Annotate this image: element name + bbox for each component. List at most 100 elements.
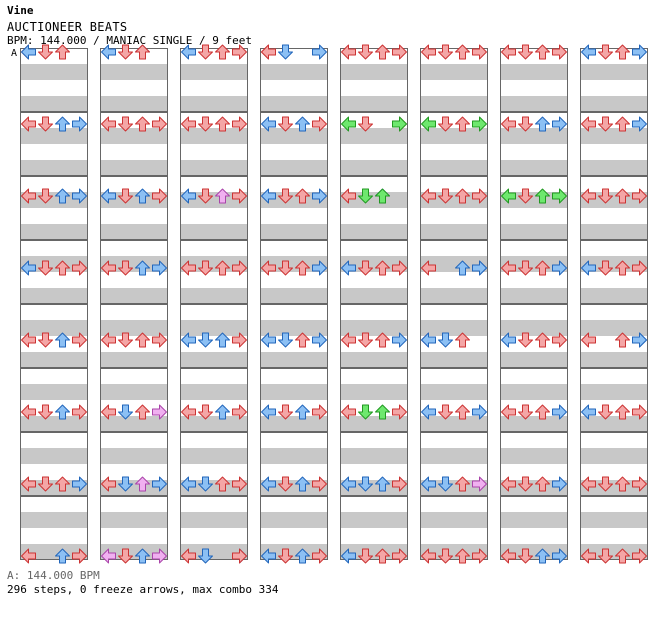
step-arrow-left-icon	[101, 260, 116, 276]
step-arrow-left-icon	[101, 404, 116, 420]
beat-stripe	[580, 160, 648, 176]
beat-stripe	[340, 416, 408, 432]
step-arrow-right-icon	[552, 332, 567, 348]
beat-stripe	[500, 160, 568, 176]
step-arrow-up-icon	[215, 404, 230, 420]
step-arrow-down-icon	[38, 260, 53, 276]
step-arrow-down-icon	[198, 188, 213, 204]
step-arrow-up-icon	[135, 188, 150, 204]
step-arrow-right-icon	[552, 548, 567, 564]
chart-column	[420, 48, 488, 560]
step-arrow-down-icon	[38, 116, 53, 132]
beat-stripe	[180, 256, 248, 272]
step-arrow-up-icon	[615, 476, 630, 492]
step-arrow-up-icon	[135, 44, 150, 60]
step-arrow-left-icon	[261, 44, 276, 60]
step-arrow-left-icon	[101, 476, 116, 492]
beat-stripe	[180, 288, 248, 304]
step-arrow-left-icon	[181, 548, 196, 564]
measure-border	[340, 112, 408, 176]
beat-stripe	[260, 192, 328, 208]
step-arrow-right-icon	[72, 332, 87, 348]
step-arrow-down-icon	[38, 404, 53, 420]
step-arrow-down-icon	[38, 44, 53, 60]
step-arrow-up-icon	[375, 548, 390, 564]
chart-column	[20, 48, 88, 560]
step-arrow-left-icon	[581, 116, 596, 132]
step-arrow-right-icon	[152, 188, 167, 204]
measure-border	[500, 432, 568, 496]
step-arrow-left-icon	[341, 260, 356, 276]
step-arrow-left-icon	[341, 116, 356, 132]
step-arrow-down-icon	[598, 404, 613, 420]
step-arrow-up-icon	[295, 116, 310, 132]
beat-stripe	[340, 352, 408, 368]
measure-border	[420, 496, 488, 560]
measure-border	[100, 368, 168, 432]
beat-stripe	[260, 352, 328, 368]
step-arrow-down-icon	[598, 260, 613, 276]
step-arrow-right-icon	[152, 332, 167, 348]
beat-stripe	[180, 544, 248, 560]
measure-border	[20, 304, 88, 368]
measure-border	[420, 48, 488, 112]
step-arrow-down-icon	[438, 116, 453, 132]
step-arrow-up-icon	[295, 188, 310, 204]
measure-border	[260, 304, 328, 368]
step-arrow-down-icon	[118, 332, 133, 348]
step-arrow-left-icon	[501, 476, 516, 492]
step-arrow-right-icon	[632, 188, 647, 204]
beat-stripe	[500, 288, 568, 304]
step-arrow-right-icon	[392, 476, 407, 492]
step-arrow-up-icon	[535, 116, 550, 132]
step-arrow-down-icon	[198, 332, 213, 348]
step-arrow-up-icon	[55, 548, 70, 564]
step-arrow-right-icon	[72, 404, 87, 420]
step-arrow-left-icon	[101, 116, 116, 132]
measure-border	[180, 48, 248, 112]
step-arrow-right-icon	[632, 476, 647, 492]
beat-stripe	[340, 192, 408, 208]
step-arrow-down-icon	[118, 548, 133, 564]
step-arrow-right-icon	[632, 44, 647, 60]
step-arrow-up-icon	[535, 476, 550, 492]
step-arrow-up-icon	[295, 404, 310, 420]
step-arrow-down-icon	[438, 332, 453, 348]
beat-stripe	[260, 448, 328, 464]
beat-stripe	[180, 160, 248, 176]
step-arrow-right-icon	[552, 188, 567, 204]
chart-column	[260, 48, 328, 560]
beat-stripe	[420, 544, 488, 560]
beat-stripe	[260, 544, 328, 560]
step-arrow-down-icon	[598, 116, 613, 132]
beat-stripe	[340, 384, 408, 400]
measure-border	[260, 112, 328, 176]
measure-border	[20, 176, 88, 240]
step-arrow-left-icon	[581, 260, 596, 276]
beat-stripe	[100, 128, 168, 144]
step-arrow-left-icon	[421, 260, 436, 276]
step-arrow-right-icon	[392, 404, 407, 420]
step-arrow-down-icon	[358, 188, 373, 204]
step-arrow-right-icon	[312, 548, 327, 564]
step-arrow-down-icon	[438, 44, 453, 60]
step-arrow-right-icon	[232, 404, 247, 420]
step-arrow-down-icon	[598, 548, 613, 564]
measure-border	[580, 368, 648, 432]
step-arrow-right-icon	[312, 332, 327, 348]
step-arrow-right-icon	[392, 260, 407, 276]
beat-stripe	[20, 448, 88, 464]
beat-stripe	[260, 160, 328, 176]
step-arrow-left-icon	[261, 332, 276, 348]
beat-stripe	[340, 320, 408, 336]
beat-stripe	[580, 352, 648, 368]
beat-stripe	[340, 512, 408, 528]
step-arrow-left-icon	[421, 476, 436, 492]
step-arrow-up-icon	[135, 548, 150, 564]
step-arrow-up-icon	[55, 188, 70, 204]
step-arrow-down-icon	[278, 332, 293, 348]
step-arrow-left-icon	[501, 116, 516, 132]
measure-border	[580, 48, 648, 112]
beat-stripe	[20, 64, 88, 80]
beat-stripe	[20, 480, 88, 496]
